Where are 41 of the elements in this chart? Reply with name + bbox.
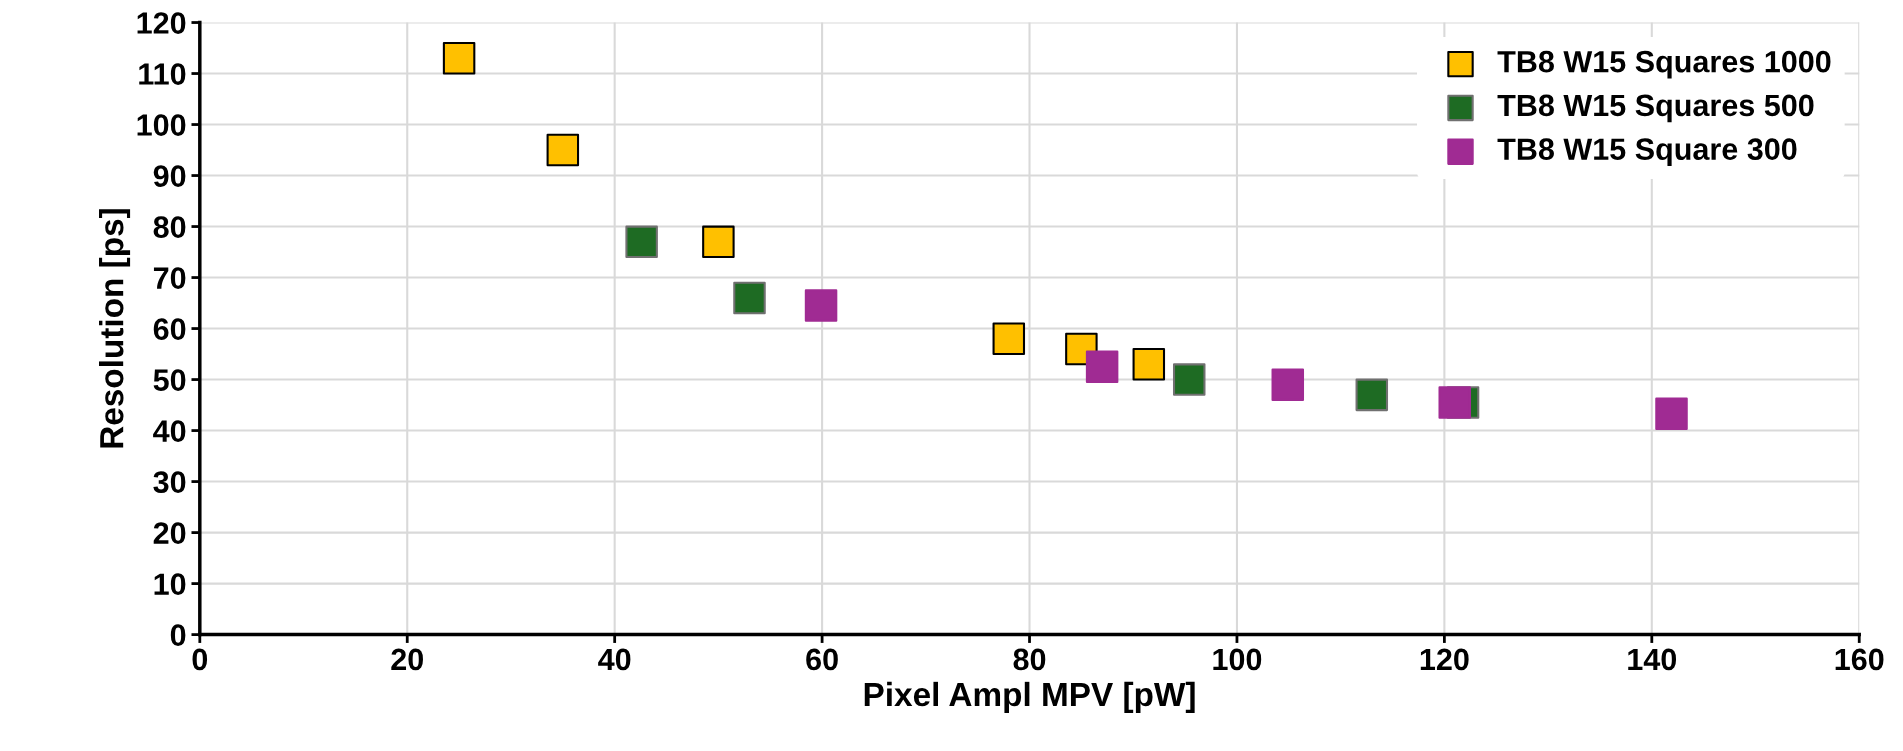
y-tick-label: 120 (137, 12, 186, 34)
point (702, 225, 735, 259)
x-axis-title: Pixel Ampl MPV [pW] (864, 681, 1195, 713)
point (1172, 363, 1206, 396)
x-tick-label: 140 (1628, 648, 1677, 671)
y-tick-label: 50 (153, 369, 186, 391)
y-tick-label: 0 (170, 624, 186, 646)
point (1085, 350, 1119, 384)
point (1271, 368, 1305, 401)
x-tick-label: 0 (192, 648, 208, 671)
y-tick-label: 20 (153, 522, 186, 544)
point (546, 133, 580, 167)
x-tick-label: 20 (391, 648, 423, 671)
point (442, 41, 476, 75)
x-tick-label: 160 (1835, 648, 1884, 671)
legend-label: TB8 W15 Squares 1000 (1497, 50, 1831, 79)
y-tick-label: 80 (153, 216, 186, 238)
x-tick-label: 60 (806, 648, 838, 671)
y-tick-label: 60 (153, 318, 186, 340)
y-tick-label: 10 (154, 573, 186, 595)
point (1655, 397, 1688, 430)
legend-label: TB8 W15 Square 300 (1497, 138, 1797, 167)
y-tick-label: 90 (153, 165, 186, 187)
y-tick-label: 100 (137, 114, 186, 136)
point (733, 281, 766, 315)
y-tick-label: 70 (153, 267, 186, 289)
x-tick-label: 100 (1213, 648, 1262, 671)
y-axis-title: Resolution [ps] (99, 209, 131, 448)
point (625, 225, 658, 259)
y-tick-label: 110 (139, 63, 186, 85)
x-tick-label: 40 (598, 648, 631, 671)
legend-label: TB8 W15 Squares 500 (1497, 94, 1814, 123)
point (1438, 386, 1471, 419)
x-tick-label: 80 (1013, 648, 1046, 671)
point (992, 322, 1026, 356)
y-tick-label: 40 (153, 420, 186, 442)
point (804, 289, 838, 322)
x-tick-label: 120 (1420, 648, 1469, 671)
point (1132, 348, 1166, 381)
y-tick-label: 30 (153, 471, 186, 493)
point (1355, 378, 1389, 412)
